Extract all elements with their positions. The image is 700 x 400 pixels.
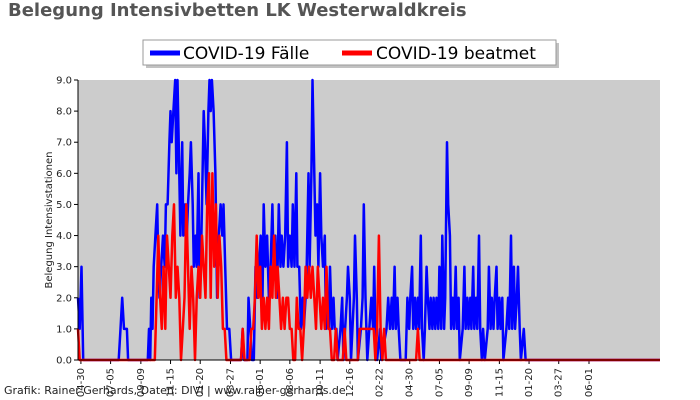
x-tick-label: 11-15 (494, 368, 505, 397)
y-tick-label: 1.0 (56, 324, 72, 335)
x-tick-label: 06-01 (255, 368, 266, 397)
legend-label-ventilated: COVID-19 beatmet (376, 44, 536, 64)
x-tick-label: 07-05 (106, 368, 117, 397)
y-axis: 0.0 1.0 2.0 3.0 4.0 5.0 6.0 7.0 8.0 9.0 (56, 76, 78, 367)
legend-label-cases: COVID-19 Fälle (183, 44, 309, 64)
y-tick-label: 8.0 (56, 107, 72, 118)
y-tick-label: 2.0 (56, 293, 72, 304)
chart-title: Belegung Intensivbetten LK Westerwaldkre… (8, 0, 467, 21)
y-axis-title: Belegung Intensivstationen (44, 151, 55, 288)
x-tick-label: 11-15 (166, 368, 177, 397)
y-tick-label: 0.0 (56, 356, 72, 367)
x-tick-label: 01-20 (195, 368, 206, 397)
x-tick-label: 08-06 (285, 368, 296, 397)
x-axis: 04-30 07-05 09-09 11-15 01-20 03-27 06-01 08-06… (76, 360, 595, 397)
x-tick-label: 04-30 (405, 368, 416, 397)
x-tick-label: 04-30 (76, 368, 87, 397)
legend: COVID-19 Fälle COVID-19 beatmet (142, 39, 559, 68)
x-tick-label: 01-20 (524, 368, 535, 397)
x-tick-label: 06-01 (584, 368, 595, 397)
y-tick-label: 5.0 (56, 200, 72, 211)
x-tick-label: 09-09 (464, 368, 475, 397)
footer-credit: Grafik: Rainer Gerhards, Daten: DIVI | w… (4, 384, 346, 397)
y-tick-label: 4.0 (56, 231, 72, 242)
y-tick-label: 7.0 (56, 138, 72, 149)
series-line-ventilated (76, 172, 660, 362)
x-tick-label: 07-05 (434, 368, 445, 397)
y-tick-label: 9.0 (56, 76, 72, 87)
y-tick-label: 6.0 (56, 169, 72, 180)
x-tick-label: 12-16 (345, 368, 356, 397)
x-tick-label: 03-27 (225, 368, 236, 397)
x-tick-label: 09-09 (136, 368, 147, 397)
x-tick-label: 10-11 (315, 368, 326, 397)
x-tick-label: 03-27 (554, 368, 565, 397)
y-tick-label: 3.0 (56, 262, 72, 273)
series-lines (76, 78, 660, 362)
x-tick-label: 02-22 (374, 368, 385, 397)
